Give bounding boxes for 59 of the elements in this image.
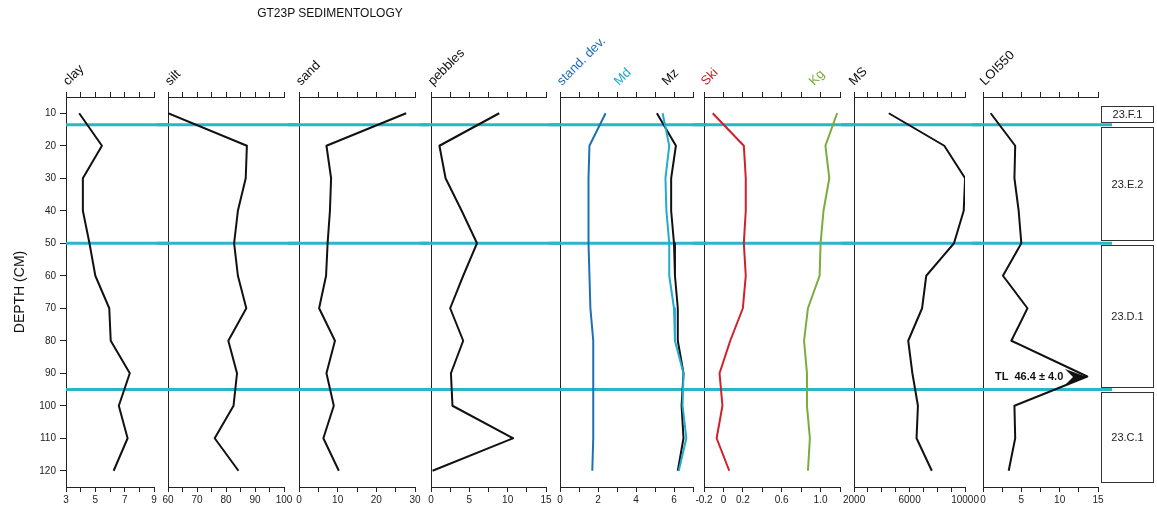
x-tick-label: 15 (1092, 493, 1104, 505)
x-tick-label: 10000 (951, 493, 980, 505)
y-tick-label: 10 (44, 107, 57, 118)
y-axis-title: DEPTH (CM) (11, 250, 28, 334)
y-tick-label: 80 (44, 334, 57, 346)
x-tick-label: 10 (1054, 493, 1066, 505)
x-tick-label: 6 (671, 493, 678, 505)
x-tick-label: 100 (275, 493, 293, 505)
text: Md (609, 64, 634, 88)
y-tick-label: 30 (44, 172, 57, 183)
text: 23.E.2 (1101, 126, 1154, 242)
x-axis-title: silt (161, 66, 184, 88)
x-tick-label: 60 (162, 493, 174, 505)
x-tick-label: 9 (151, 493, 158, 505)
x-tick-label: 5 (1018, 493, 1025, 505)
x-tick-label: -0.2 (695, 493, 714, 505)
x-tick-label: 4 (633, 493, 640, 505)
x-tick-label: 0 (557, 493, 564, 505)
y-tick-label: 70 (44, 302, 57, 313)
text: Ski (697, 64, 721, 88)
x-axis-title: MS (845, 63, 870, 88)
x-tick-label: 2 (595, 493, 602, 505)
text: 23.D.1 (1101, 245, 1154, 388)
text: 23.F.1 (1101, 106, 1154, 123)
x-tick-label: 1.0 (813, 493, 828, 505)
x-tick-label: 10 (502, 493, 514, 505)
x-tick-label: 20 (370, 493, 383, 505)
y-tick-label: 40 (44, 204, 57, 216)
annotation: TL 46.4 ± 4.0 (995, 369, 1064, 382)
x-tick-label: 70 (191, 493, 203, 505)
x-tick-label: 0 (428, 493, 435, 505)
x-tick-label: 0 (296, 493, 303, 505)
x-tick-label: 6000 (898, 493, 922, 505)
x-tick-label: 90 (249, 493, 261, 505)
y-tick-label: 50 (44, 237, 57, 248)
x-tick-label: 5 (466, 493, 473, 505)
text: Mz (658, 65, 682, 88)
y-tick-label: 120 (39, 464, 57, 476)
x-tick-label: 2000 (843, 493, 866, 505)
x-tick-label: 0 (720, 493, 727, 505)
x-tick-label: 15 (540, 493, 552, 505)
x-tick-label: 30 (409, 493, 421, 505)
text: Kg (805, 66, 828, 88)
y-tick-label: 90 (44, 367, 57, 378)
y-tick-label: 20 (44, 139, 57, 151)
text: 23.C.1 (1101, 391, 1154, 483)
x-tick-label: 7 (121, 493, 128, 505)
x-tick-label: 0.6 (774, 493, 790, 505)
x-tick-label: 80 (220, 493, 232, 505)
x-tick-label: 0.2 (735, 493, 751, 505)
x-tick-label: 5 (92, 493, 99, 505)
x-axis-title: clay (59, 61, 87, 88)
x-tick-label: 3 (63, 493, 70, 505)
y-tick-label: 100 (39, 399, 57, 411)
y-tick-label: 110 (40, 432, 57, 443)
y-tick-label: 60 (44, 269, 57, 281)
x-tick-label: 10 (332, 493, 344, 505)
text: GT23P SEDIMENTOLOGY (256, 6, 404, 20)
x-tick-label: 0 (980, 493, 987, 505)
